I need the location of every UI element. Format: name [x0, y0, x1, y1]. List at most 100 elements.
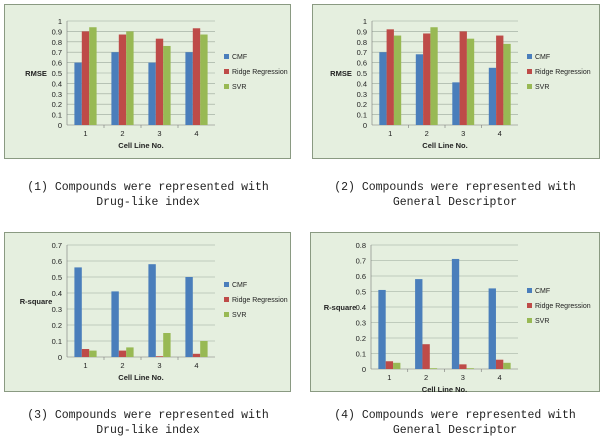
bar	[423, 33, 431, 126]
x-tick-label: 2	[424, 373, 428, 382]
bar	[192, 353, 201, 357]
caption-2-line2: General Descriptor	[392, 196, 518, 209]
bar	[466, 368, 474, 369]
y-tick-label: 0	[363, 121, 367, 130]
bar	[503, 362, 511, 369]
y-axis-label: R-square	[20, 297, 53, 306]
legend-swatch	[527, 303, 532, 308]
legend-swatch	[224, 84, 229, 89]
y-tick-label: 0.1	[356, 350, 366, 359]
x-tick-label: 3	[157, 361, 161, 370]
y-tick-label: 0.8	[52, 38, 62, 47]
x-tick-label: 3	[461, 129, 465, 138]
chart-panel-3: 0 0.1 0.2 0.3 0.4 0.5 0.6 0.7 1 2 3 4 Cell Line No. R…	[4, 232, 291, 392]
y-tick-label: 0.3	[52, 90, 62, 99]
legend-label: SVR	[535, 318, 549, 325]
chart-panel-1: 0 0.1 0.2 0.3 0.4 0.5 0.6 0.7 0.8 0.9 1 1 2 3 4 Cell Li…	[4, 4, 291, 159]
bar	[200, 341, 208, 357]
y-tick-label: 0.9	[52, 27, 62, 36]
y-tick-label: 0.6	[52, 59, 62, 68]
bar	[429, 368, 438, 369]
legend-label: SVR	[232, 312, 246, 319]
y-tick-label: 0.2	[357, 100, 367, 109]
bar	[378, 289, 386, 369]
y-tick-label: 0.7	[52, 48, 62, 57]
y-tick-label: 0.5	[357, 69, 367, 78]
y-tick-label: 0.4	[52, 289, 62, 298]
y-tick-label: 0.3	[52, 305, 62, 314]
caption-3: (3) Compounds were represented with Drug…	[3, 408, 293, 438]
bar	[81, 349, 90, 357]
legend-swatch	[527, 318, 532, 323]
legend-label: Ridge Regression	[535, 69, 591, 76]
caption-1-line1: (1) Compounds were represented with	[27, 181, 269, 194]
bar	[163, 333, 171, 357]
legend-label: Ridge Regression	[232, 69, 288, 76]
legend-label: CMF	[535, 54, 550, 61]
bar	[192, 28, 201, 126]
y-tick-label: 0.7	[52, 241, 62, 250]
bar	[81, 31, 90, 125]
bar	[503, 43, 511, 125]
legend-swatch	[527, 54, 532, 59]
y-tick-label: 0.8	[356, 241, 366, 250]
y-tick-label: 0	[58, 353, 62, 362]
legend-swatch	[224, 69, 229, 74]
x-tick-label: 2	[120, 129, 124, 138]
bar	[452, 82, 460, 125]
x-tick-label: 4	[194, 129, 198, 138]
bar	[451, 258, 460, 369]
bar	[74, 267, 82, 357]
x-tick-label: 1	[83, 129, 87, 138]
bar	[148, 62, 156, 125]
legend-label: Ridge Regression	[535, 303, 591, 310]
y-tick-label: 0.2	[52, 321, 62, 330]
bar	[459, 31, 467, 125]
bar	[126, 347, 134, 357]
legend-swatch	[224, 297, 229, 302]
legend-label: CMF	[535, 288, 550, 295]
x-tick-label: 3	[157, 129, 161, 138]
y-axis-label: RMSE	[330, 69, 352, 78]
x-axis-label: Cell Line No.	[118, 141, 163, 150]
y-tick-label: 1	[58, 17, 62, 26]
x-tick-label: 2	[120, 361, 124, 370]
y-tick-label: 1	[363, 17, 367, 26]
bar	[393, 362, 401, 369]
y-tick-label: 0.6	[357, 59, 367, 68]
y-tick-label: 0.4	[356, 303, 366, 312]
y-tick-label: 0.2	[356, 334, 366, 343]
y-tick-label: 0.3	[357, 90, 367, 99]
y-axis-label: RMSE	[25, 69, 47, 78]
y-tick-label: 0.3	[356, 319, 366, 328]
y-tick-label: 0.1	[357, 111, 367, 120]
x-tick-label: 4	[498, 373, 502, 382]
chart-svg-4: 0 0.1 0.2 0.3 0.4 0.5 0.6 0.7 0.8 1 2 3 4 Cell Line N…	[324, 241, 591, 393]
y-tick-label: 0.7	[357, 48, 367, 57]
bar	[111, 52, 119, 126]
bar	[155, 356, 164, 357]
bar	[163, 45, 171, 125]
legend-label: CMF	[232, 54, 247, 61]
bar	[155, 38, 164, 125]
x-tick-label: 3	[461, 373, 465, 382]
chart-panel-2: 0 0.1 0.2 0.3 0.4 0.5 0.6 0.7 0.8 0.9 1 1 2 3 4 Cell Li…	[312, 4, 600, 159]
bar	[74, 62, 82, 125]
legend-swatch	[224, 54, 229, 59]
y-tick-label: 0	[58, 121, 62, 130]
bar	[422, 344, 430, 369]
y-tick-label: 0.9	[357, 27, 367, 36]
x-tick-label: 1	[83, 361, 87, 370]
caption-1: (1) Compounds were represented with Drug…	[3, 180, 293, 210]
y-tick-label: 0.6	[52, 257, 62, 266]
y-tick-label: 0.5	[52, 69, 62, 78]
legend-swatch	[224, 282, 229, 287]
y-tick-label: 0.4	[52, 79, 62, 88]
x-axis-label: Cell Line No.	[422, 141, 467, 150]
caption-4: (4) Compounds were represented with Gene…	[310, 408, 600, 438]
x-axis-label: Cell Line No.	[422, 385, 467, 393]
legend-label: CMF	[232, 282, 247, 289]
bar	[185, 277, 193, 357]
caption-2-line1: (2) Compounds were represented with	[334, 181, 576, 194]
